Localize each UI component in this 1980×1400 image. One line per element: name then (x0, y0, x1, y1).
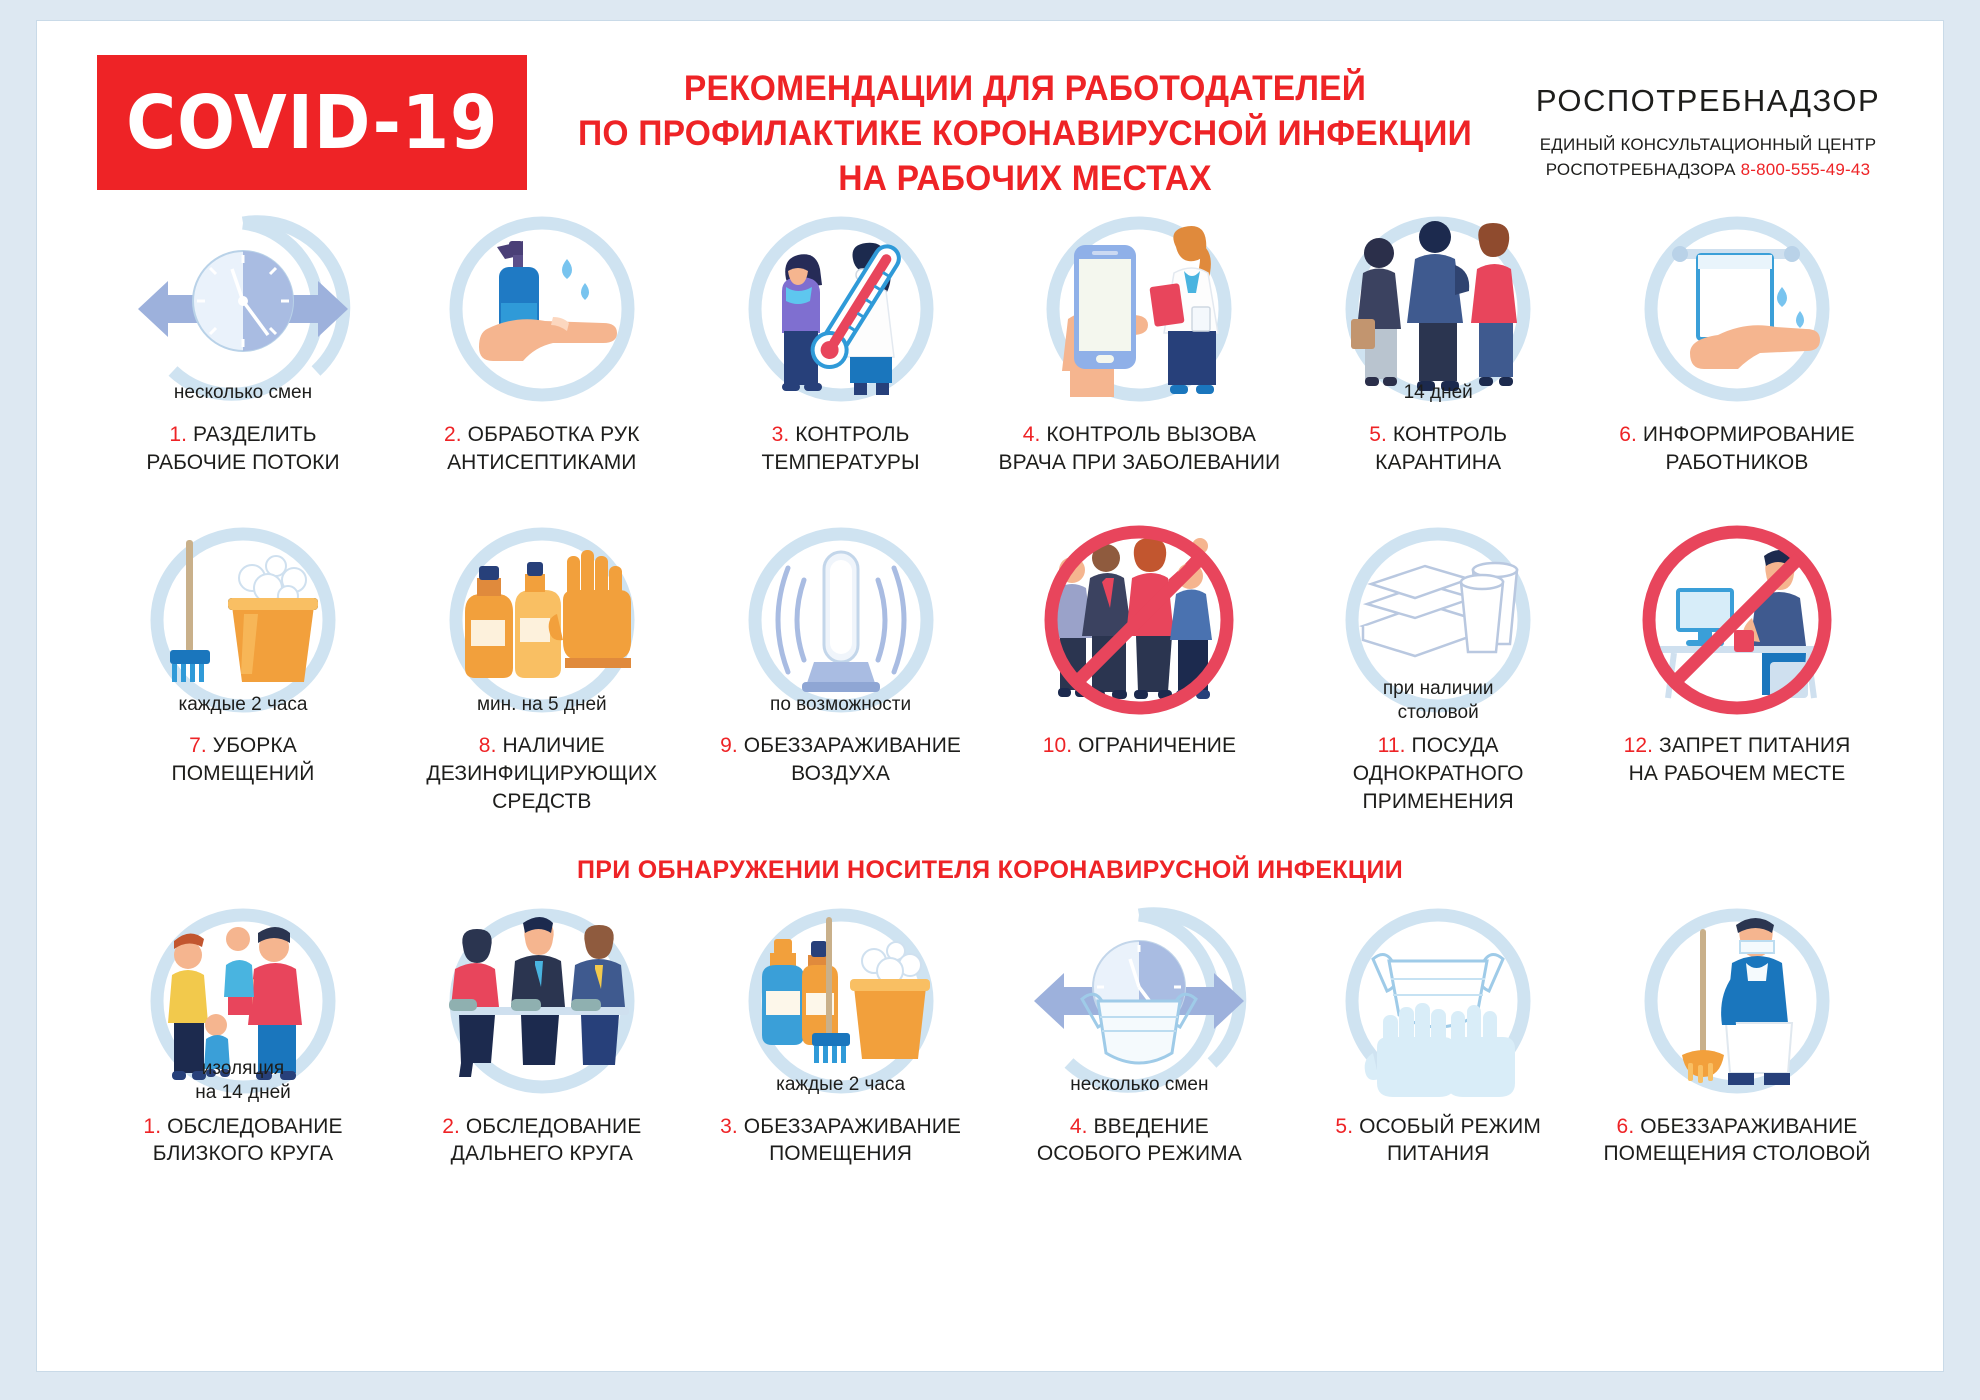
brand-name: РОСПОТРЕБНАДЗОР (1535, 83, 1881, 118)
air-purifier-icon: по возможности (726, 522, 956, 722)
item-number: 2. (444, 423, 462, 446)
mask-gloves-icon (1323, 903, 1553, 1103)
recommendation-item-3[interactable]: 3. КОНТРОЛЬ ТЕМПЕРАТУРЫ (693, 211, 989, 476)
title-line-3: НА РАБОЧИХ МЕСТАХ (838, 158, 1212, 198)
canteen-cleaner-icon (1622, 903, 1852, 1103)
recommendation-item-8[interactable]: мин. на 5 дней 8. НАЛИЧИЕ ДЕЗИНФИЦИРУЮЩИХ С… (394, 522, 690, 815)
recommendation-item-6[interactable]: 6. ИНФОРМИРОВАНИЕ РАБОТНИКОВ (1589, 211, 1885, 476)
clock-shifts-icon: несколько смен (128, 211, 358, 411)
mask-shifts-icon: несколько смен (1024, 903, 1254, 1103)
page-title: РЕКОМЕНДАЦИИ ДЛЯ РАБОТОДАТЕЛЕЙ ПО ПРОФИЛ… (527, 45, 1513, 201)
item-caption: 4. КОНТРОЛЬ ВЫЗОВА ВРАЧА ПРИ ЗАБОЛЕВАНИИ (998, 423, 1281, 474)
item-number: 3. (720, 1114, 738, 1138)
recommendation-item-9[interactable]: по возможности 9. ОБЕЗЗАРАЖИВАНИЕ ВОЗДУХА (693, 522, 989, 815)
item-number: 12. (1623, 734, 1654, 758)
item-number: 1. (169, 423, 188, 446)
item-number: 5. (1335, 1114, 1354, 1138)
outbreak-section-title: ПРИ ОБНАРУЖЕНИИ НОСИТЕЛЯ КОРОНАВИРУСНОЙ … (577, 855, 1403, 884)
item-caption: 5. КОНТРОЛЬ КАРАНТИНА (1369, 423, 1508, 474)
rospotrebnadzor-brand: РОСПОТРЕБНАДЗОР ЕДИНЫЙ КОНСУЛЬТАЦИОННЫЙ … (1513, 45, 1903, 182)
hotline-phone[interactable]: 8-800-555-49-43 (1740, 159, 1871, 179)
item-caption: 7. УБОРКА ПОМЕЩЕНИЙ (171, 734, 315, 786)
quarantine-people-icon: 14 дней (1323, 211, 1553, 411)
item-number: 9. (720, 734, 738, 758)
poster-header: COVID-19 РЕКОМЕНДАЦИИ ДЛЯ РАБОТОДАТЕЛЕЙ … (37, 21, 1943, 201)
gloves-bottles-icon: мин. на 5 дней (427, 522, 657, 722)
recommendations-row-2: каждые 2 часа 7. УБОРКА ПОМЕЩЕНИЙ мин. на 5… (37, 522, 1943, 815)
cleaning-supplies-icon: каждые 2 часа (726, 903, 956, 1103)
thermometer-check-icon (726, 211, 956, 411)
item-caption: 1. ОБСЛЕДОВАНИЕ БЛИЗКОГО КРУГА (143, 1114, 343, 1166)
outbreak-item-3[interactable]: каждые 2 часа 3. ОБЕЗЗАРАЖИВАНИЕ ПОМЕЩЕНИЯ (693, 903, 989, 1168)
item-number: 6. (1619, 423, 1637, 446)
item-caption: 12. ЗАПРЕТ ПИТАНИЯ НА РАБОЧЕМ МЕСТЕ (1623, 734, 1851, 786)
recommendation-item-12[interactable]: 12. ЗАПРЕТ ПИТАНИЯ НА РАБОЧЕМ МЕСТЕ (1589, 522, 1885, 815)
item-number: 6. (1616, 1114, 1635, 1138)
title-line-1: РЕКОМЕНДАЦИИ ДЛЯ РАБОТОДАТЕЛЕЙ (683, 69, 1367, 108)
outbreak-item-1[interactable]: изоляция на 14 дней 1. ОБСЛЕДОВАНИЕ БЛИЗКОГ… (95, 903, 391, 1168)
item-caption: 6. ИНФОРМИРОВАНИЕ РАБОТНИКОВ (1619, 423, 1855, 474)
recommendation-item-10[interactable]: 10. ОГРАНИЧЕНИЕ (991, 522, 1287, 815)
recommendation-item-1[interactable]: несколько смен 1. РАЗДЕЛИТЬ РАБОЧИЕ ПОТОКИ (95, 211, 391, 476)
item-number: 1. (143, 1114, 162, 1138)
covid-badge-label: COVID-19 (125, 79, 499, 166)
item-number: 4. (1022, 423, 1041, 446)
recommendation-item-2[interactable]: 2. ОБРАБОТКА РУК АНТИСЕПТИКАМИ (394, 211, 690, 476)
item-caption: 3. ОБЕЗЗАРАЖИВАНИЕ ПОМЕЩЕНИЯ (720, 1114, 962, 1166)
outbreak-item-4[interactable]: несколько смен 4. ВВЕДЕНИЕ ОСОБОГО РЕЖИМА (991, 903, 1287, 1168)
item-caption: 3. КОНТРОЛЬ ТЕМПЕРАТУРЫ (761, 423, 920, 474)
disposable-tableware-icon: при наличии столовой (1323, 522, 1553, 723)
hotline-org: РОСПОТРЕБНАДЗОРА (1545, 159, 1736, 179)
recommendation-item-11[interactable]: при наличии столовой 11. ПОСУДА ОДНОКРАТНОГ… (1290, 522, 1586, 815)
poster-root: COVID-19 РЕКОМЕНДАЦИИ ДЛЯ РАБОТОДАТЕЛЕЙ … (36, 20, 1944, 1372)
sanitizer-hand-icon (427, 211, 657, 411)
meeting-wide-circle-icon (427, 903, 657, 1103)
item-caption: 6. ОБЕЗЗАРАЖИВАНИЕ ПОМЕЩЕНИЯ СТОЛОВОЙ (1603, 1114, 1871, 1166)
item-number: 4. (1069, 1114, 1088, 1138)
recommendations-row-1: несколько смен 1. РАЗДЕЛИТЬ РАБОЧИЕ ПОТОКИ… (37, 211, 1943, 476)
item-caption: 10. ОГРАНИЧЕНИЕ (1042, 734, 1237, 758)
phone-doctor-icon (1024, 211, 1254, 411)
outbreak-item-6[interactable]: 6. ОБЕЗЗАРАЖИВАНИЕ ПОМЕЩЕНИЯ СТОЛОВОЙ (1589, 903, 1885, 1168)
covid-badge: COVID-19 (97, 55, 527, 190)
no-gathering-icon (1024, 522, 1254, 722)
item-caption: 11. ПОСУДА ОДНОКРАТНОГО ПРИМЕНЕНИЯ (1352, 734, 1524, 813)
outbreak-row: изоляция на 14 дней 1. ОБСЛЕДОВАНИЕ БЛИЗКОГ… (37, 903, 1943, 1168)
item-number: 3. (771, 423, 790, 446)
family-close-circle-icon: изоляция на 14 дней (128, 903, 358, 1103)
title-line-2: ПО ПРОФИЛАКТИКЕ КОРОНАВИРУСНОЙ ИНФЕКЦИИ (578, 113, 1472, 153)
item-caption: 5. ОСОБЫЙ РЕЖИМ ПИТАНИЯ (1335, 1114, 1541, 1166)
recommendation-item-4[interactable]: 4. КОНТРОЛЬ ВЫЗОВА ВРАЧА ПРИ ЗАБОЛЕВАНИИ (991, 211, 1287, 476)
recommendation-item-7[interactable]: каждые 2 часа 7. УБОРКА ПОМЕЩЕНИЙ (95, 522, 391, 815)
recommendation-item-5[interactable]: 14 дней 5. КОНТРОЛЬ КАРАНТИНА (1290, 211, 1586, 476)
item-number: 11. (1377, 734, 1406, 758)
hotline-line-1: ЕДИНЫЙ КОНСУЛЬТАЦИОННЫЙ ЦЕНТР (1539, 135, 1877, 154)
item-caption: 2. ОБРАБОТКА РУК АНТИСЕПТИКАМИ (444, 423, 640, 474)
item-number: 5. (1369, 423, 1387, 446)
item-caption: 9. ОБЕЗЗАРАЖИВАНИЕ ВОЗДУХА (720, 734, 962, 786)
outbreak-item-2[interactable]: 2. ОБСЛЕДОВАНИЕ ДАЛЬНЕГО КРУГА (394, 903, 690, 1168)
item-number: 10. (1042, 734, 1073, 758)
brand-subtext: ЕДИНЫЙ КОНСУЛЬТАЦИОННЫЙ ЦЕНТР РОСПОТРЕБН… (1513, 133, 1903, 182)
item-caption: 4. ВВЕДЕНИЕ ОСОБОГО РЕЖИМА (1036, 1114, 1242, 1166)
hotline-line-2: РОСПОТРЕБНАДЗОРА 8-800-555-49-43 (1513, 158, 1903, 183)
outbreak-item-5[interactable]: 5. ОСОБЫЙ РЕЖИМ ПИТАНИЯ (1290, 903, 1586, 1168)
item-caption: 2. ОБСЛЕДОВАНИЕ ДАЛЬНЕГО КРУГА (442, 1114, 642, 1166)
mop-bucket-icon: каждые 2 часа (128, 522, 358, 722)
item-caption: 8. НАЛИЧИЕ ДЕЗИНФИЦИРУЮЩИХ СРЕДСТВ (426, 734, 658, 813)
item-number: 2. (442, 1114, 460, 1138)
towel-hand-icon (1622, 211, 1852, 411)
item-number: 7. (189, 734, 207, 758)
item-caption: 1. РАЗДЕЛИТЬ РАБОЧИЕ ПОТОКИ (146, 423, 340, 474)
item-number: 8. (478, 734, 497, 758)
no-eating-desk-icon (1622, 522, 1852, 722)
